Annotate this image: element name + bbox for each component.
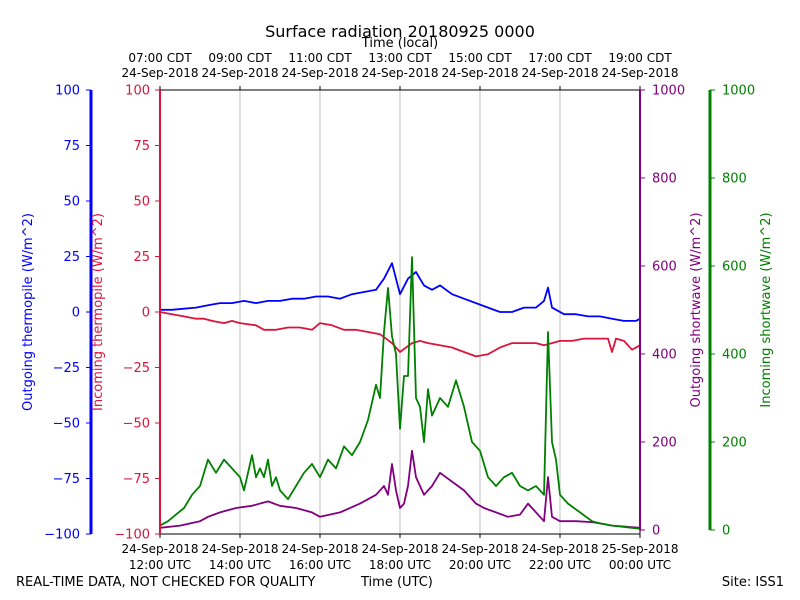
y-tick-label: 200 xyxy=(722,436,747,451)
y-tick-label: 400 xyxy=(722,348,747,363)
y-tick-label: −50 xyxy=(53,417,80,432)
y-tick-label: −100 xyxy=(44,528,80,543)
series-line-out_sw xyxy=(159,449,641,529)
y-tick-label: −100 xyxy=(114,528,150,543)
top-x-tick-label: 24-Sep-2018 xyxy=(521,66,598,80)
y-tick-label: 1000 xyxy=(652,84,685,99)
y-tick-label: −75 xyxy=(53,472,80,487)
top-x-tick-label: 24-Sep-2018 xyxy=(281,66,358,80)
y-axis-title-out_thermo: Outgoing thermopile (W/m^2) xyxy=(21,213,36,411)
y-tick-label: 25 xyxy=(133,250,150,265)
top-x-tick-label: 24-Sep-2018 xyxy=(201,66,278,80)
y-tick-label: 100 xyxy=(125,84,150,99)
y-tick-label: 75 xyxy=(133,139,150,154)
y-tick-label: 1000 xyxy=(722,84,755,99)
x-tick-label: 24-Sep-2018 xyxy=(201,542,278,556)
top-x-tick-label: 15:00 CDT xyxy=(448,51,512,65)
y-tick-label: −75 xyxy=(123,472,150,487)
y-tick-label: 50 xyxy=(63,195,80,210)
top-x-tick-label: 17:00 CDT xyxy=(528,51,592,65)
y-tick-label: 0 xyxy=(722,524,730,539)
y-tick-label: 75 xyxy=(63,139,80,154)
y-tick-label: 200 xyxy=(652,436,677,451)
x-axis-label: Time (UTC) xyxy=(361,575,433,590)
y-axis-title-in_thermo: Incoming thermopile (W/m^2) xyxy=(91,213,106,411)
y-tick-label: 0 xyxy=(142,306,150,321)
x-tick-label: 22:00 UTC xyxy=(529,558,591,572)
y-tick-label: −50 xyxy=(123,417,150,432)
y-tick-label: 50 xyxy=(133,195,150,210)
chart-title: Surface radiation 20180925 0000 xyxy=(265,22,535,41)
plot-lines xyxy=(159,256,641,530)
top-x-tick-label: 24-Sep-2018 xyxy=(441,66,518,80)
y-tick-label: 600 xyxy=(722,260,747,275)
quality-notice: REAL-TIME DATA, NOT CHECKED FOR QUALITY xyxy=(16,575,316,590)
y-tick-label: 100 xyxy=(55,84,80,99)
x-ticks: 24-Sep-2018 12:00 UTC 24-Sep-2018 14:00 UTC… xyxy=(121,51,678,572)
x-tick-label: 24-Sep-2018 xyxy=(281,542,358,556)
y-tick-label: −25 xyxy=(53,361,80,376)
x-tick-label: 12:00 UTC xyxy=(129,558,191,572)
y-tick-label: 0 xyxy=(652,524,660,539)
x-tick-label: 24-Sep-2018 xyxy=(441,542,518,556)
y-tick-label: 800 xyxy=(722,172,747,187)
series-line-in_sw xyxy=(159,256,641,530)
top-x-tick-label: 24-Sep-2018 xyxy=(361,66,438,80)
x-tick-label: 16:00 UTC xyxy=(289,558,351,572)
x-tick-label: 20:00 UTC xyxy=(449,558,511,572)
y-axis-title-in_sw: Incoming shortwave (W/m^2) xyxy=(759,212,774,407)
x-tick-label: 18:00 UTC xyxy=(369,558,431,572)
y-axis-title-out_sw: Outgoing shortwave (W/m^2) xyxy=(689,212,704,407)
top-x-tick-label: 07:00 CDT xyxy=(128,51,192,65)
y-tick-label: 0 xyxy=(72,306,80,321)
y-tick-label: 400 xyxy=(652,348,677,363)
top-x-tick-label: 24-Sep-2018 xyxy=(121,66,198,80)
x-tick-label: 24-Sep-2018 xyxy=(521,542,598,556)
y-tick-label: −25 xyxy=(123,361,150,376)
top-x-tick-label: 24-Sep-2018 xyxy=(601,66,678,80)
top-x-tick-label: 11:00 CDT xyxy=(288,51,352,65)
axes: 100 75 50 25 0 −25 −50 −75 −100 Outgoing thermopi… xyxy=(21,84,774,543)
x-tick-label: 00:00 UTC xyxy=(609,558,671,572)
series-line-in_thermo xyxy=(159,311,641,358)
top-x-tick-label: 09:00 CDT xyxy=(208,51,272,65)
y-tick-label: 600 xyxy=(652,260,677,275)
x-tick-label: 25-Sep-2018 xyxy=(601,542,678,556)
top-x-tick-label: 13:00 CDT xyxy=(368,51,432,65)
y-tick-label: 25 xyxy=(63,250,80,265)
y-tick-label: 800 xyxy=(652,172,677,187)
site-label: Site: ISS1 xyxy=(721,575,784,590)
top-x-tick-label: 19:00 CDT xyxy=(608,51,672,65)
x-tick-label: 24-Sep-2018 xyxy=(361,542,438,556)
x-tick-label: 14:00 UTC xyxy=(209,558,271,572)
x-tick-label: 24-Sep-2018 xyxy=(121,542,198,556)
top-axis-label: Time (local) xyxy=(361,36,438,51)
